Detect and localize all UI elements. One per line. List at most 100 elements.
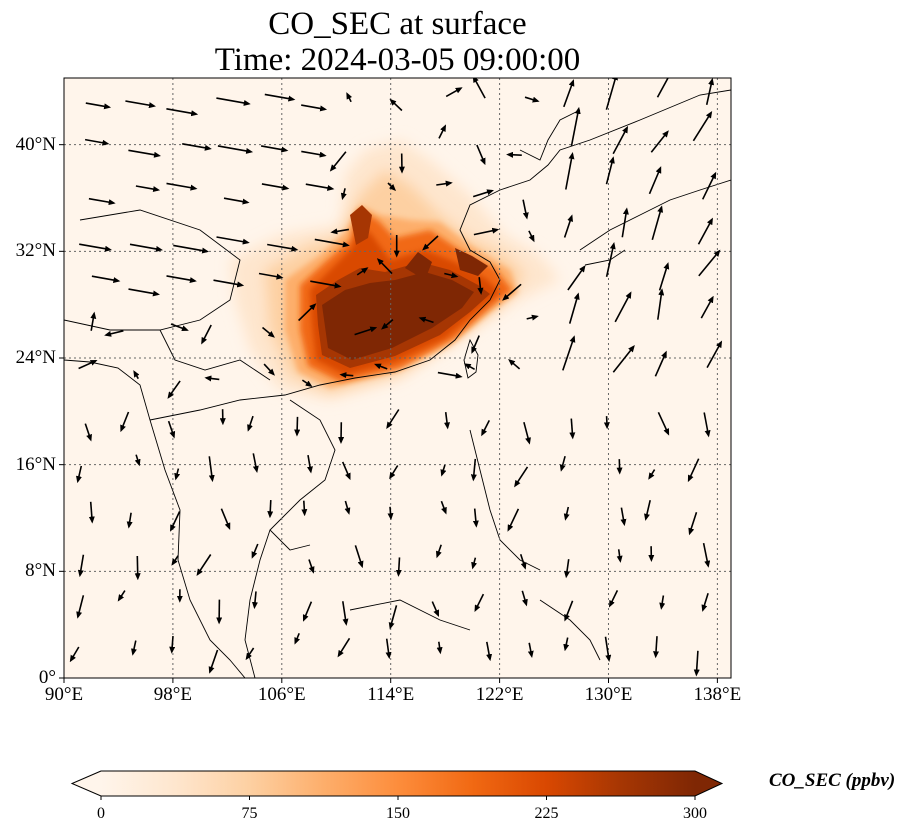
wind-arrow: [604, 636, 612, 662]
wind-arrow: [381, 318, 394, 330]
wind-arrow: [563, 506, 570, 521]
wind-arrow: [182, 143, 212, 151]
wind-arrow: [644, 500, 651, 521]
wind-arrow: [620, 507, 627, 527]
wind-arrow: [128, 149, 161, 158]
wind-arrow: [245, 647, 255, 661]
wind-arrow: [474, 593, 485, 612]
chart-title-line2: Time: 2024-03-05 09:00:00: [214, 42, 581, 78]
wind-arrow: [470, 458, 477, 482]
wind-arrow: [703, 412, 711, 438]
wind-arrow: [519, 553, 527, 570]
wind-arrow: [120, 411, 130, 433]
wind-arrow: [659, 595, 666, 610]
wind-arrow: [472, 508, 479, 528]
wind-arrow: [422, 235, 439, 251]
wind-arrow: [507, 508, 520, 532]
wind-arrow: [342, 601, 349, 626]
wind-arrow: [688, 511, 698, 536]
wind-arrow: [69, 646, 80, 663]
wind-arrow: [337, 637, 351, 658]
wind-arrow: [528, 230, 535, 243]
wind-arrow: [395, 557, 402, 577]
wind-arrow: [91, 275, 121, 283]
wind-arrow: [692, 111, 713, 142]
chart-title-line1: CO_SEC at surface: [268, 6, 527, 42]
wind-arrow: [437, 371, 463, 379]
lat-tick-label: 40°N: [15, 133, 56, 155]
wind-arrow: [78, 359, 98, 370]
wind-arrow: [702, 542, 711, 568]
wind-arrow: [76, 595, 85, 619]
wind-arrow: [128, 288, 160, 297]
wind-arrow: [85, 102, 112, 110]
wind-arrow: [166, 182, 198, 191]
wind-arrow: [389, 98, 403, 112]
wind-arrow: [658, 262, 670, 291]
wind-arrow: [90, 311, 97, 331]
wind-arrow: [389, 465, 399, 480]
lon-tick-label: 138°E: [693, 684, 742, 705]
wind-arrow: [129, 243, 163, 252]
wind-arrow: [523, 421, 531, 445]
wind-arrow: [344, 500, 351, 515]
wind-arrow: [260, 145, 289, 153]
wind-arrow: [251, 543, 259, 559]
wind-arrow: [170, 511, 181, 532]
lon-tick-label: 114°E: [367, 684, 415, 705]
wind-arrow: [508, 358, 521, 370]
wind-arrow: [654, 350, 667, 377]
wind-arrow: [263, 363, 275, 376]
colorbar-extend-low: [72, 771, 101, 796]
wind-arrow: [264, 93, 296, 102]
wind-arrow: [135, 185, 161, 192]
wind-arrow: [261, 183, 290, 191]
wind-arrow: [314, 238, 350, 248]
wind-arrow: [705, 78, 715, 105]
lat-tick-label: 32°N: [15, 240, 56, 262]
gridlines: [64, 78, 731, 678]
wind-arrow: [167, 380, 181, 399]
wind-arrow: [301, 379, 313, 388]
wind-arrow: [527, 642, 534, 658]
colorbar-tick-label: 0: [97, 805, 105, 822]
wind-arrow: [521, 590, 528, 607]
wind-arrow: [563, 79, 575, 108]
wind-arrow: [267, 243, 299, 252]
wind-arrow: [134, 454, 141, 467]
wind-arrow: [341, 461, 351, 481]
wind-arrow: [261, 326, 275, 338]
wind-arrow: [565, 152, 575, 190]
wind-arrow: [563, 214, 573, 238]
wind-arrow: [223, 197, 250, 205]
wind-arrow: [701, 171, 717, 200]
concentration-field: [230, 140, 560, 400]
wind-arrow: [386, 409, 400, 429]
wind-arrow: [603, 416, 610, 430]
wind-arrow: [693, 650, 700, 677]
lon-tick-label: 122°E: [475, 684, 524, 705]
wind-arrow: [133, 370, 140, 380]
wind-arrow: [612, 345, 635, 373]
wind-arrow: [252, 453, 259, 473]
wind-arrow: [346, 92, 353, 103]
wind-arrow: [201, 324, 212, 345]
wind-arrow: [706, 340, 723, 368]
wind-arrow: [612, 125, 629, 155]
wind-arrow: [444, 412, 450, 430]
wind-arrow: [471, 335, 480, 354]
wind-arrow: [698, 249, 721, 277]
wind-arrow: [621, 207, 629, 238]
wind-arrow: [564, 600, 574, 622]
wind-arrow: [650, 130, 669, 153]
wind-arrow: [216, 97, 251, 106]
wind-arrow: [471, 557, 477, 570]
wind-arrow: [609, 590, 619, 608]
wind-arrow: [567, 265, 586, 291]
wind-arrow: [653, 636, 660, 659]
wind-arrow: [463, 363, 475, 370]
wind-arrow: [354, 326, 378, 336]
wind-arrow: [438, 124, 446, 139]
wind-arrow: [88, 501, 95, 524]
lat-tick-label: 8°N: [25, 560, 56, 582]
